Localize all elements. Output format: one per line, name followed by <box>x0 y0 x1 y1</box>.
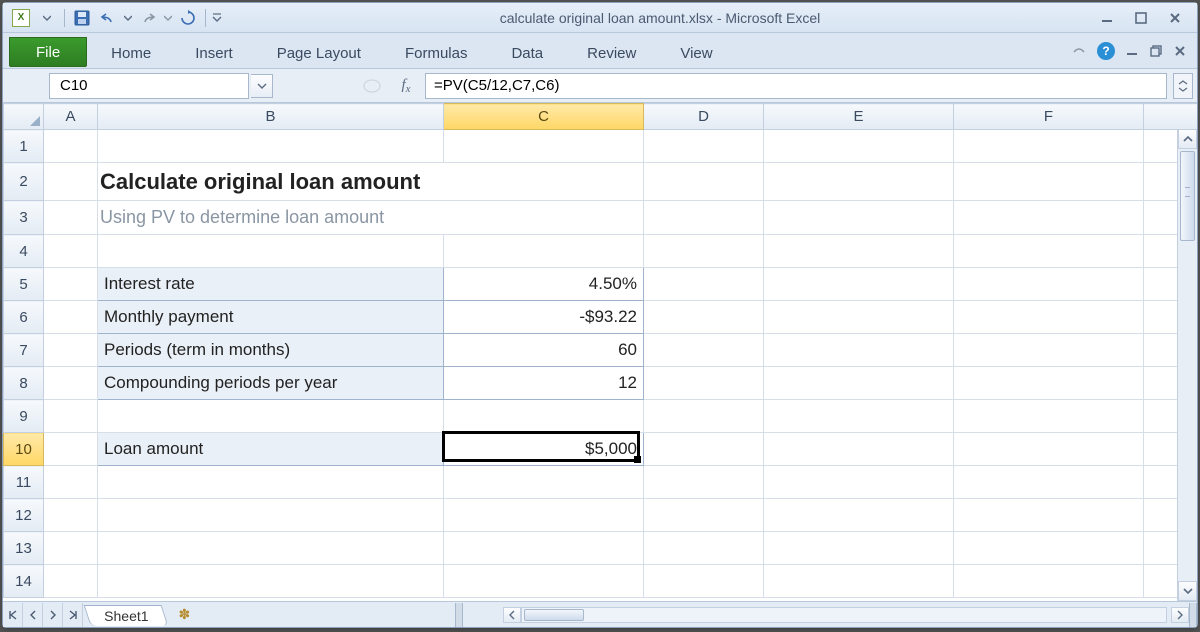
scroll-right-icon[interactable] <box>1171 607 1189 623</box>
value-cell[interactable]: -$93.22 <box>444 301 644 334</box>
column-headers[interactable]: A B C D E F <box>4 104 1198 130</box>
col-header-A[interactable]: A <box>44 104 98 130</box>
active-cell[interactable]: $5,000 <box>444 433 644 466</box>
row-header[interactable]: 5 <box>4 268 44 301</box>
sheet-nav <box>3 603 83 627</box>
row-header[interactable]: 7 <box>4 334 44 367</box>
row-header[interactable]: 11 <box>4 466 44 499</box>
undo-button[interactable] <box>96 7 120 29</box>
col-header-B[interactable]: B <box>98 104 444 130</box>
undo-dropdown[interactable] <box>122 7 134 29</box>
scroll-thumb[interactable] <box>1180 151 1195 241</box>
sheet-nav-first[interactable] <box>3 603 23 627</box>
quick-access-toolbar: X <box>9 7 223 29</box>
tab-page-layout[interactable]: Page Layout <box>255 39 383 68</box>
fx-icon[interactable]: fx <box>389 73 423 99</box>
tab-review[interactable]: Review <box>565 39 658 68</box>
window-title: calculate original loan amount.xlsx - Mi… <box>227 10 1093 26</box>
row-header[interactable]: 3 <box>4 201 44 235</box>
sheet-nav-next[interactable] <box>43 603 63 627</box>
ribbon-minimize-icon[interactable] <box>1071 44 1087 58</box>
scroll-left-icon[interactable] <box>503 607 521 623</box>
save-button[interactable] <box>70 7 94 29</box>
label-cell[interactable]: Periods (term in months) <box>98 334 444 367</box>
sheet-tab[interactable]: Sheet1 <box>84 605 169 626</box>
select-all-corner[interactable] <box>4 104 44 130</box>
repeat-button[interactable] <box>176 7 200 29</box>
heading-cell[interactable]: Calculate original loan amount <box>98 163 644 201</box>
redo-dropdown[interactable] <box>162 7 174 29</box>
tab-insert[interactable]: Insert <box>173 39 255 68</box>
subheading-cell[interactable]: Using PV to determine loan amount <box>98 201 644 235</box>
doc-close-button[interactable] <box>1173 44 1187 58</box>
minimize-button[interactable] <box>1097 9 1117 27</box>
sheet-nav-prev[interactable] <box>23 603 43 627</box>
doc-minimize-button[interactable] <box>1125 44 1139 58</box>
scroll-up-icon[interactable] <box>1178 129 1197 149</box>
row-header[interactable]: 6 <box>4 301 44 334</box>
col-header-blank[interactable] <box>1144 104 1198 130</box>
row-header[interactable]: 4 <box>4 235 44 268</box>
tab-split-handle[interactable] <box>455 603 463 627</box>
value-cell[interactable]: 4.50% <box>444 268 644 301</box>
window-controls <box>1097 9 1191 27</box>
row-header[interactable]: 14 <box>4 565 44 598</box>
worksheet-area: A B C D E F 1 2 Calculate original loan a… <box>3 103 1197 627</box>
tab-view[interactable]: View <box>658 39 734 68</box>
file-tab[interactable]: File <box>9 37 87 67</box>
value-cell[interactable]: 12 <box>444 367 644 400</box>
tab-data[interactable]: Data <box>489 39 565 68</box>
row-header[interactable]: 12 <box>4 499 44 532</box>
name-box-dropdown[interactable] <box>251 74 273 98</box>
excel-icon[interactable]: X <box>9 7 33 29</box>
horizontal-scrollbar[interactable] <box>503 607 1189 623</box>
row-header[interactable]: 8 <box>4 367 44 400</box>
redo-button[interactable] <box>136 7 160 29</box>
row-header[interactable]: 1 <box>4 130 44 163</box>
new-sheet-icon[interactable]: ✽ <box>173 606 195 624</box>
cancel-formula-icon[interactable] <box>355 73 389 99</box>
label-cell[interactable]: Loan amount <box>98 433 444 466</box>
row-header[interactable]: 2 <box>4 163 44 201</box>
spreadsheet-grid[interactable]: A B C D E F 1 2 Calculate original loan a… <box>3 103 1197 598</box>
close-button[interactable] <box>1165 9 1185 27</box>
tab-home[interactable]: Home <box>89 39 173 68</box>
hsplit-handle[interactable] <box>1189 603 1197 627</box>
formula-input[interactable]: =PV(C5/12,C7,C6) <box>425 73 1167 99</box>
row-header[interactable]: 13 <box>4 532 44 565</box>
name-box-value: C10 <box>60 77 88 94</box>
col-header-E[interactable]: E <box>764 104 954 130</box>
doc-restore-button[interactable] <box>1149 44 1163 58</box>
name-box[interactable]: C10 <box>49 73 249 99</box>
formula-text: =PV(C5/12,C7,C6) <box>434 77 559 94</box>
ribbon-tabs: File Home Insert Page Layout Formulas Da… <box>3 33 1197 69</box>
formula-expand-button[interactable] <box>1173 73 1193 99</box>
fx-buttons: fx <box>355 73 423 99</box>
qat-customize[interactable] <box>211 7 223 29</box>
titlebar: X calculate original loan amount.xlsx - … <box>3 3 1197 33</box>
col-header-C[interactable]: C <box>444 104 644 130</box>
label-cell[interactable]: Interest rate <box>98 268 444 301</box>
formula-bar: C10 fx =PV(C5/12,C7,C6) <box>3 69 1197 103</box>
value-cell[interactable]: 60 <box>444 334 644 367</box>
help-icon[interactable]: ? <box>1097 42 1115 60</box>
row-header[interactable]: 9 <box>4 400 44 433</box>
hscroll-thumb[interactable] <box>524 609 584 621</box>
sheet-tab-bar: Sheet1 ✽ <box>3 601 1197 627</box>
label-cell[interactable]: Monthly payment <box>98 301 444 334</box>
label-cell[interactable]: Compounding periods per year <box>98 367 444 400</box>
qat-dropdown-1[interactable] <box>35 7 59 29</box>
tab-formulas[interactable]: Formulas <box>383 39 490 68</box>
sheet-tab-label: Sheet1 <box>104 608 148 624</box>
col-header-D[interactable]: D <box>644 104 764 130</box>
sheet-nav-last[interactable] <box>63 603 83 627</box>
maximize-button[interactable] <box>1131 9 1151 27</box>
row-header[interactable]: 10 <box>4 433 44 466</box>
excel-window: X calculate original loan amount.xlsx - … <box>2 2 1198 628</box>
vertical-scrollbar[interactable] <box>1177 129 1197 601</box>
col-header-F[interactable]: F <box>954 104 1144 130</box>
scroll-down-icon[interactable] <box>1178 581 1197 601</box>
